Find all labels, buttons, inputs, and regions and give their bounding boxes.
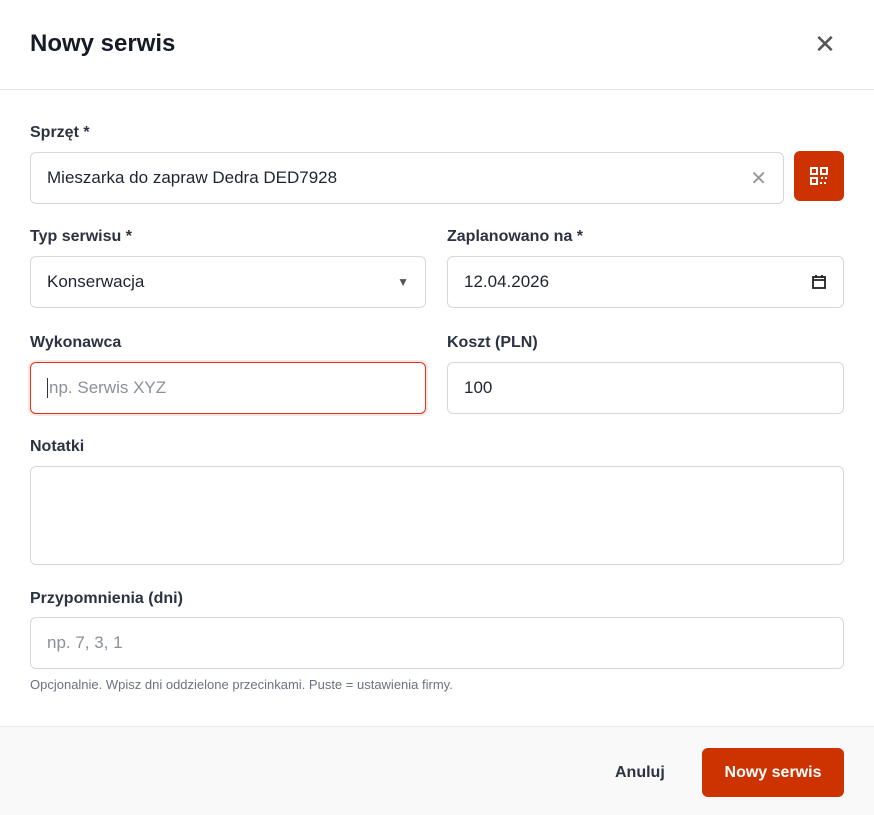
notes-textarea[interactable]: [30, 466, 844, 565]
reminders-input[interactable]: np. 7, 3, 1: [30, 617, 844, 669]
submit-button[interactable]: Nowy serwis: [702, 748, 844, 797]
contractor-placeholder: np. Serwis XYZ: [49, 378, 167, 397]
notes-label: Notatki: [30, 438, 85, 455]
qr-code-icon: [810, 167, 828, 185]
contractor-label: Wykonawca: [30, 334, 122, 351]
cost-label: Koszt (PLN): [447, 334, 538, 351]
dialog-header: Nowy serwis ✕: [0, 0, 874, 90]
cost-input[interactable]: 100: [447, 362, 844, 414]
chevron-down-icon: ▼: [397, 275, 409, 289]
scheduled-label: Zaplanowano na *: [447, 228, 584, 245]
type-label: Typ serwisu *: [30, 228, 132, 245]
service-type-value: Konserwacja: [47, 272, 145, 291]
reminders-help-text: Opcjonalnie. Wpisz dni oddzielone przeci…: [30, 677, 453, 692]
equipment-label: Sprzęt *: [30, 124, 90, 141]
qr-scan-button[interactable]: [794, 151, 844, 201]
reminders-label: Przypomnienia (dni): [30, 590, 183, 607]
contractor-input[interactable]: np. Serwis XYZ: [30, 362, 426, 414]
cancel-button[interactable]: Anuluj: [615, 764, 665, 781]
clear-icon[interactable]: ✕: [750, 167, 767, 190]
equipment-value: Mieszarka do zapraw Dedra DED7928: [47, 168, 338, 187]
scheduled-date-value: 12.04.2026: [464, 272, 550, 291]
calendar-icon[interactable]: [811, 274, 827, 290]
reminders-placeholder: np. 7, 3, 1: [47, 633, 123, 652]
service-type-select[interactable]: Konserwacja ▼: [30, 256, 426, 308]
cost-value: 100: [464, 378, 493, 397]
equipment-field[interactable]: Mieszarka do zapraw Dedra DED7928 ✕: [30, 152, 784, 204]
close-icon[interactable]: ✕: [814, 29, 836, 59]
dialog-title: Nowy serwis: [30, 30, 176, 57]
scheduled-date-field[interactable]: 12.04.2026: [447, 256, 844, 308]
